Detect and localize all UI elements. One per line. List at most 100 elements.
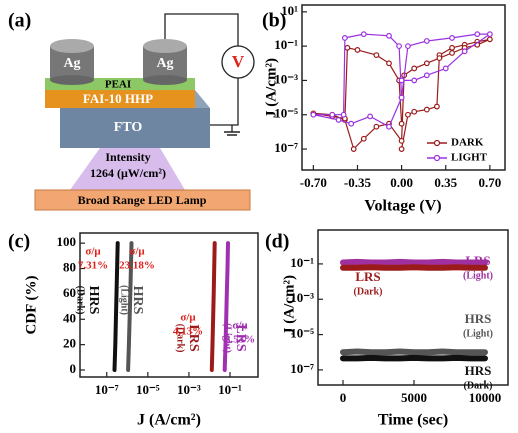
marker [399, 78, 404, 83]
series-sub-label: (Light) [119, 285, 130, 315]
marker [368, 114, 373, 119]
plot-frame [80, 233, 258, 377]
layer-label: PEAI [105, 79, 131, 91]
cv-label: 8.53% [225, 334, 255, 346]
y-tick-label: 100 [57, 234, 77, 249]
y-axis-label: CDF (%) [23, 275, 39, 334]
series-line [343, 352, 485, 353]
panel-label: (c) [8, 231, 30, 253]
marker [343, 36, 348, 41]
marker [435, 104, 440, 109]
series-sub-label: (Dark) [75, 286, 86, 315]
x-tick-label: 10⁻⁷ [95, 382, 119, 397]
y-tick-label: 0 [70, 361, 77, 376]
marker [345, 45, 350, 50]
y-tick-label: 10⁻⁵ [290, 326, 314, 341]
x-tick-label: 10⁻³ [177, 382, 201, 397]
marker [412, 66, 417, 71]
series-line [343, 262, 485, 263]
y-tick-label: 80 [63, 260, 76, 275]
series-label: HRS [130, 286, 145, 315]
y-tick-label: 10⁻⁵ [274, 106, 298, 121]
marker [425, 73, 430, 78]
cv-symbol: σ/μ [232, 320, 248, 332]
marker [349, 121, 354, 126]
marker [462, 49, 467, 54]
marker [450, 36, 455, 41]
marker [387, 124, 392, 129]
marker [341, 112, 346, 117]
marker [336, 118, 341, 123]
series-sub-label: (Light) [463, 270, 493, 281]
series-label: HRS [86, 286, 101, 315]
x-tick-label: -0.70 [300, 175, 327, 190]
panel-label: (d) [265, 231, 289, 253]
x-tick-label: 0.70 [478, 175, 501, 190]
x-tick-label: 10000 [469, 390, 502, 405]
series-label: LRS [355, 269, 380, 284]
y-tick-label: 10⁻³ [274, 71, 298, 86]
cv-label: 7.31% [78, 260, 108, 272]
marker [399, 139, 404, 144]
marker [406, 44, 411, 49]
marker [443, 66, 448, 71]
electrode-label: Ag [63, 56, 80, 71]
x-tick-label: 10⁻⁵ [136, 382, 160, 397]
marker [425, 39, 430, 44]
marker [311, 112, 316, 117]
marker [361, 136, 366, 141]
x-axis-label: J (A/cm²) [137, 412, 201, 429]
lamp-label: Broad Range LED Lamp [78, 193, 207, 207]
cv-label: 23.18% [119, 260, 155, 272]
marker [437, 56, 442, 61]
marker [450, 51, 455, 56]
x-axis-label: Time (sec) [378, 412, 448, 429]
series-line [115, 243, 118, 370]
marker [399, 95, 404, 100]
x-tick-label: 10⁻¹ [218, 382, 242, 397]
marker [475, 32, 480, 37]
series-line [343, 267, 485, 268]
y-tick-label: 10⁻³ [290, 290, 314, 305]
marker [374, 53, 379, 58]
x-tick-label: 0.35 [434, 175, 457, 190]
cv-symbol: σ/μ [85, 246, 101, 258]
y-tick-label: 10⁻⁷ [290, 361, 314, 376]
figure: (a) FTO FAI-10 HHP PEAI Ag Ag V Intensit… [0, 0, 518, 433]
wire [210, 78, 238, 125]
panel-label: (a) [8, 10, 31, 32]
x-tick-label: 0 [340, 390, 347, 405]
y-tick-label: 10¹ [281, 3, 298, 18]
intensity-value: 1264 (μW/cm²) [90, 166, 166, 180]
marker [351, 147, 356, 152]
legend-label: LIGHT [451, 152, 488, 164]
legend-swatch [435, 156, 440, 161]
voltmeter-label: V [232, 52, 245, 71]
layer-label: FTO [114, 120, 143, 135]
marker [374, 124, 379, 129]
marker [425, 61, 430, 66]
layer-label: FAI-10 HHP [83, 91, 153, 106]
electrode-label: Ag [156, 56, 173, 71]
series-sub-label: (Light) [463, 328, 493, 339]
x-tick-label: 5000 [401, 390, 427, 405]
series-sub-label: (Dark) [464, 380, 493, 391]
y-tick-label: 40 [63, 310, 76, 325]
y-tick-label: 60 [63, 285, 76, 300]
marker [488, 32, 493, 37]
cv-symbol: σ/μ [180, 312, 196, 324]
marker [355, 48, 360, 53]
legend-swatch [435, 141, 440, 146]
x-tick-label: 0.00 [390, 175, 413, 190]
marker [330, 112, 335, 117]
cv-label: 4.13% [173, 326, 203, 338]
marker [406, 112, 411, 117]
intensity-title: Intensity [105, 150, 150, 164]
series-sub-label: (Dark) [354, 286, 383, 297]
marker [399, 121, 404, 126]
y-tick-label: 20 [63, 336, 76, 351]
marker [425, 107, 430, 112]
panel-a: (a) FTO FAI-10 HHP PEAI Ag Ag V Intensit… [8, 10, 254, 210]
y-tick-label: 10⁻⁷ [274, 140, 298, 155]
marker [450, 45, 455, 50]
